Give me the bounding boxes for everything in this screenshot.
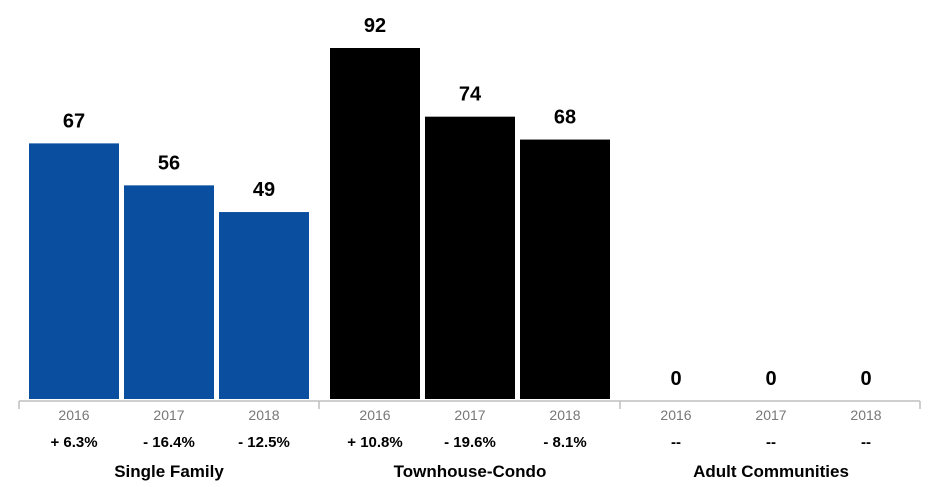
change-label-0-1: - 16.4% bbox=[143, 434, 195, 451]
year-label-2-0: 2016 bbox=[660, 407, 691, 423]
change-label-1-2: - 8.1% bbox=[543, 434, 586, 451]
value-label-0-2: 49 bbox=[253, 179, 275, 201]
year-label-0-2: 2018 bbox=[248, 407, 279, 423]
bar-0-1 bbox=[124, 185, 214, 399]
bar-0-2 bbox=[219, 212, 309, 399]
value-label-1-1: 74 bbox=[459, 84, 482, 106]
value-label-0-1: 56 bbox=[158, 152, 180, 174]
group-label-2: Adult Communities bbox=[693, 462, 849, 481]
value-label-1-0: 92 bbox=[364, 15, 386, 37]
year-label-0-1: 2017 bbox=[153, 407, 184, 423]
year-label-1-0: 2016 bbox=[359, 407, 390, 423]
change-label-2-2: -- bbox=[861, 434, 871, 451]
value-label-0-0: 67 bbox=[63, 110, 85, 132]
bar-1-1 bbox=[425, 116, 515, 399]
year-label-1-1: 2017 bbox=[454, 407, 485, 423]
year-label-0-0: 2016 bbox=[58, 407, 89, 423]
bar-1-2 bbox=[520, 139, 610, 399]
value-label-2-0: 0 bbox=[670, 368, 681, 390]
change-label-0-0: + 6.3% bbox=[50, 434, 97, 451]
change-label-1-1: - 19.6% bbox=[444, 434, 496, 451]
year-label-1-2: 2018 bbox=[549, 407, 580, 423]
bar-0-0 bbox=[29, 143, 119, 399]
year-label-2-1: 2017 bbox=[755, 407, 786, 423]
change-label-0-2: - 12.5% bbox=[238, 434, 290, 451]
group-label-0: Single Family bbox=[114, 462, 224, 481]
group-label-1: Townhouse-Condo bbox=[394, 462, 547, 481]
change-label-2-1: -- bbox=[766, 434, 776, 451]
change-label-1-0: + 10.8% bbox=[347, 434, 402, 451]
change-label-2-0: -- bbox=[671, 434, 681, 451]
value-label-2-1: 0 bbox=[765, 368, 776, 390]
bar-1-0 bbox=[330, 48, 420, 399]
year-label-2-2: 2018 bbox=[850, 407, 881, 423]
value-label-2-2: 0 bbox=[860, 368, 871, 390]
value-label-1-2: 68 bbox=[554, 107, 576, 129]
